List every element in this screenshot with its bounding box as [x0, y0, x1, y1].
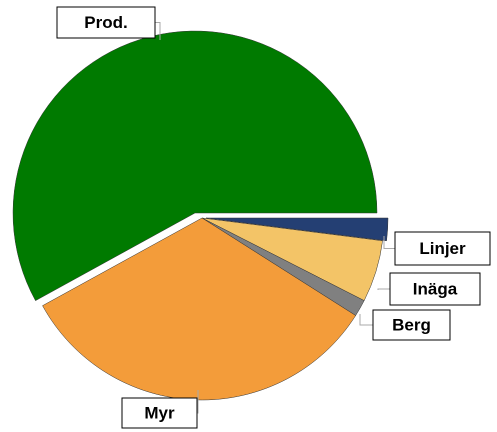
label-box [56, 6, 156, 39]
label-box [372, 309, 451, 341]
label-box [394, 231, 491, 266]
leader-line [155, 22, 161, 40]
pie-slice [205, 217, 389, 242]
leader-line [377, 288, 390, 290]
slice-label: Linjer [419, 239, 466, 258]
slice-label: Myr [144, 403, 175, 422]
slice-label: Prod. [84, 13, 127, 32]
slice-label: Inäga [413, 279, 458, 298]
label-box [389, 272, 481, 306]
label-box [121, 397, 198, 429]
leader-line [359, 314, 373, 326]
leader-line [383, 236, 395, 249]
slice-label: Berg [392, 315, 431, 334]
